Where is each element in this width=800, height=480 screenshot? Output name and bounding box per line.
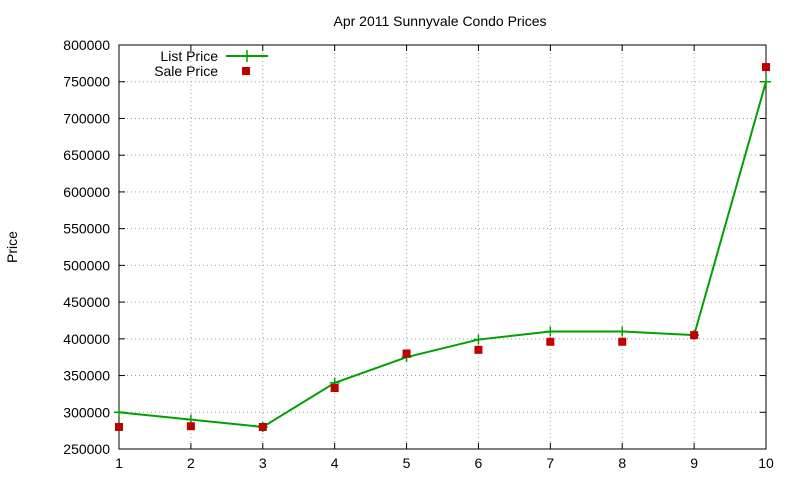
sale-price-point xyxy=(690,331,699,340)
list-price-point xyxy=(617,326,628,337)
list-price-point xyxy=(473,334,484,345)
x-tick-label: 10 xyxy=(758,455,774,471)
y-tick-label: 550000 xyxy=(63,221,110,237)
sale-price-point xyxy=(258,422,267,431)
y-tick-label: 700000 xyxy=(63,110,110,126)
y-tick-label: 500000 xyxy=(63,257,110,273)
sale-price-point xyxy=(546,337,555,346)
axis-ticks: 250000 300000 350000 400000 450000 500000 5500… xyxy=(63,37,774,471)
y-tick-label: 650000 xyxy=(63,147,110,163)
x-tick-label: 4 xyxy=(331,455,339,471)
sale-price-point xyxy=(330,384,339,393)
chart-title: Apr 2011 Sunnyvale Condo Prices xyxy=(334,13,547,29)
y-tick-label: 400000 xyxy=(63,331,110,347)
y-tick-label: 350000 xyxy=(63,368,110,384)
sale-price-point xyxy=(474,345,483,354)
y-tick-label: 600000 xyxy=(63,184,110,200)
list-price-point xyxy=(545,326,556,337)
x-tick-label: 7 xyxy=(546,455,554,471)
x-tick-label: 5 xyxy=(403,455,411,471)
legend-label-list-price: List Price xyxy=(160,48,218,64)
list-price-line xyxy=(118,81,767,428)
x-tick-label: 9 xyxy=(690,455,698,471)
y-tick-label: 250000 xyxy=(63,441,110,457)
sale-price-point xyxy=(115,422,123,431)
sale-price-point xyxy=(762,63,770,72)
list-price-point xyxy=(761,76,771,87)
legend-marker-sale-price xyxy=(242,67,250,75)
y-tick-label: 300000 xyxy=(63,404,110,420)
x-tick-label: 3 xyxy=(259,455,267,471)
plot-border xyxy=(118,44,767,450)
sale-price-point xyxy=(618,337,627,346)
list-price-point xyxy=(114,407,124,418)
sale-price-point xyxy=(186,422,195,431)
y-axis-label: Price xyxy=(4,231,20,263)
sale-price-point xyxy=(402,349,411,358)
legend-label-sale-price: Sale Price xyxy=(154,63,218,79)
legend: List Price Sale Price xyxy=(154,48,268,79)
y-tick-label: 800000 xyxy=(63,37,110,53)
y-tick-label: 750000 xyxy=(63,74,110,90)
x-tick-label: 6 xyxy=(475,455,483,471)
y-tick-label: 450000 xyxy=(63,294,110,310)
series-layer xyxy=(114,63,771,432)
x-tick-label: 2 xyxy=(187,455,195,471)
x-tick-label: 8 xyxy=(618,455,626,471)
legend-marker-list-price xyxy=(241,50,253,62)
x-tick-label: 1 xyxy=(115,455,123,471)
